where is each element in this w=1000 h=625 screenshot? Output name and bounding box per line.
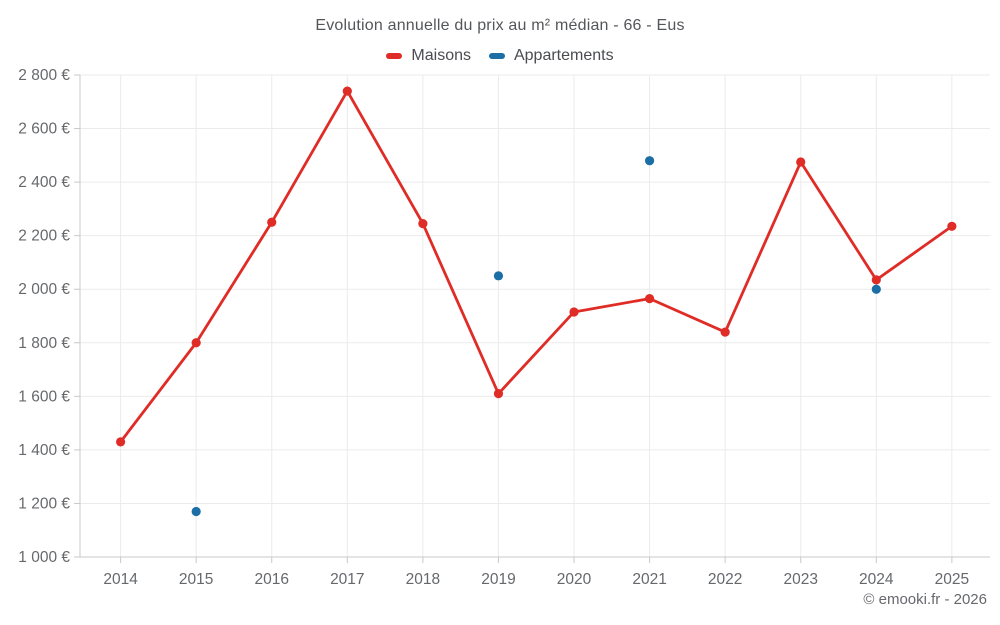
x-tick-label: 2023 (783, 571, 817, 588)
y-tick-label: 1 400 € (18, 442, 70, 459)
x-tick-label: 2018 (406, 571, 440, 588)
y-tick-label: 1 200 € (18, 495, 70, 512)
maisons-point-2023 (796, 157, 806, 167)
y-tick-label: 1 800 € (18, 335, 70, 352)
legend-label-appartements: Appartements (513, 47, 614, 64)
x-tick-label: 2014 (103, 571, 138, 588)
y-tick-label: 2 000 € (18, 281, 70, 298)
maisons-point-2014 (116, 437, 126, 447)
legend-item-maisons[interactable]: Maisons (386, 47, 471, 65)
appartements-point-2021 (644, 156, 655, 166)
x-tick-label: 2022 (708, 571, 742, 588)
appartements-point-2024 (871, 284, 881, 294)
maisons-point-2021 (644, 293, 655, 304)
y-tick-label: 2 600 € (18, 121, 70, 138)
appartements-swatch-icon (488, 53, 505, 59)
y-tick-label: 2 200 € (18, 228, 70, 245)
x-tick-label: 2017 (330, 571, 364, 588)
chart-title: Evolution annuelle du prix au m² médian … (315, 17, 685, 34)
x-tick-label: 2021 (632, 571, 666, 588)
maisons-point-2020 (569, 307, 579, 317)
x-tick-label: 2016 (254, 571, 288, 588)
x-tick-label: 2015 (179, 571, 213, 588)
legend-item-appartements[interactable]: Appartements (488, 47, 614, 65)
maisons-line (119, 89, 954, 444)
maisons-swatch-icon (386, 53, 403, 59)
appartements-point-2019 (493, 271, 504, 281)
chart-legend: Maisons Appartements (0, 45, 1000, 67)
y-tick-label: 1 600 € (18, 388, 70, 405)
x-tick-label: 2024 (859, 571, 894, 588)
legend-label-maisons: Maisons (411, 47, 471, 64)
watermark-credit: © emooki.fr - 2026 (863, 591, 987, 608)
maisons-point-2016 (267, 217, 277, 227)
y-tick-label: 1 000 € (18, 549, 70, 566)
appartements-point-2015 (191, 506, 201, 517)
maisons-point-2024 (871, 275, 881, 285)
maisons-point-2018 (418, 219, 428, 229)
x-tick-label: 2025 (935, 571, 969, 588)
x-tick-label: 2019 (481, 571, 515, 588)
y-tick-label: 2 800 € (18, 67, 70, 84)
maisons-point-2017 (342, 86, 352, 96)
x-tick-label: 2020 (557, 571, 592, 588)
maisons-point-2019 (493, 389, 504, 399)
maisons-point-2022 (720, 327, 730, 337)
maisons-point-2025 (947, 221, 957, 231)
maisons-point-2015 (191, 338, 201, 348)
y-tick-label: 2 400 € (18, 174, 70, 191)
